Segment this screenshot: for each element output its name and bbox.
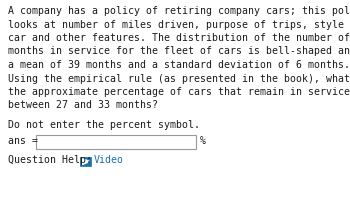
Text: the approximate percentage of cars that remain in service: the approximate percentage of cars that …	[8, 87, 350, 97]
Text: Video: Video	[94, 155, 124, 165]
Text: a mean of 39 months and a standard deviation of 6 months.: a mean of 39 months and a standard devia…	[8, 60, 350, 70]
FancyBboxPatch shape	[80, 157, 91, 166]
Text: Question Help:: Question Help:	[8, 155, 92, 165]
Text: months in service for the fleet of cars is bell-shaped and has: months in service for the fleet of cars …	[8, 46, 350, 57]
Text: between 27 and 33 months?: between 27 and 33 months?	[8, 100, 158, 111]
Text: ans =: ans =	[8, 135, 38, 146]
Polygon shape	[83, 158, 90, 165]
FancyBboxPatch shape	[36, 134, 196, 149]
Text: Using the empirical rule (as presented in the book), what is: Using the empirical rule (as presented i…	[8, 73, 350, 84]
Text: %: %	[200, 135, 206, 146]
Text: A company has a policy of retiring company cars; this policy: A company has a policy of retiring compa…	[8, 6, 350, 16]
Text: car and other features. The distribution of the number of: car and other features. The distribution…	[8, 33, 350, 43]
Text: Do not enter the percent symbol.: Do not enter the percent symbol.	[8, 120, 200, 130]
Text: looks at number of miles driven, purpose of trips, style of: looks at number of miles driven, purpose…	[8, 19, 350, 30]
